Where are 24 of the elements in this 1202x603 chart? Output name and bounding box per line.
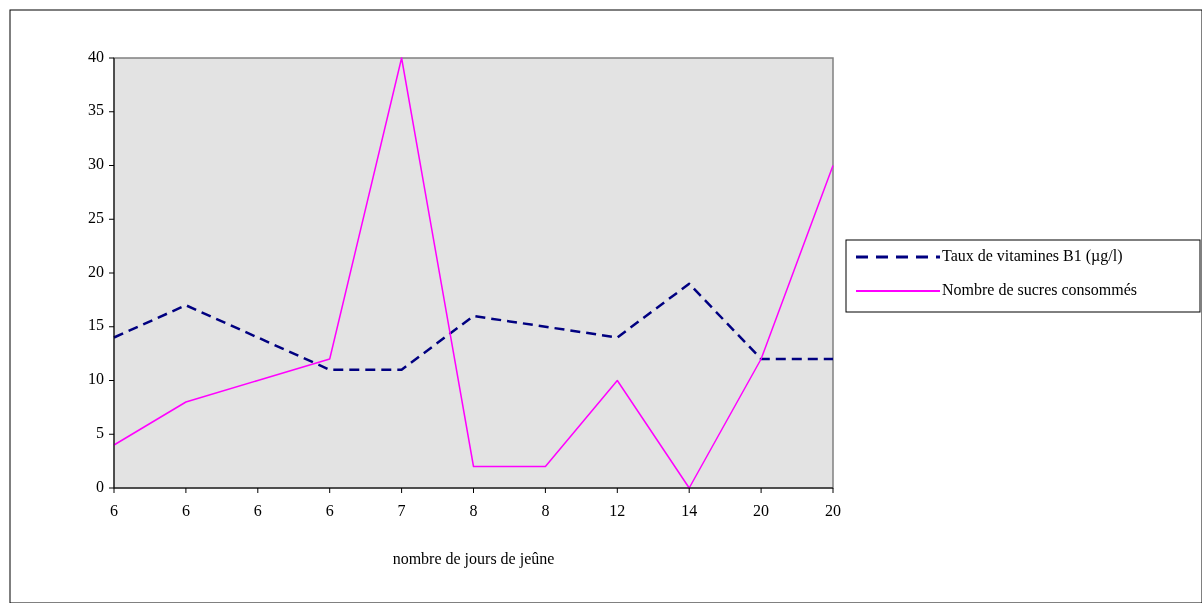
legend-label: Nombre de sucres consommés: [942, 280, 1138, 298]
x-tick-label: 12: [609, 502, 626, 519]
x-tick-label: 6: [253, 502, 262, 519]
x-axis-title: nombre de jours de jeûne: [392, 550, 555, 568]
y-tick-label: 40: [88, 47, 104, 65]
y-tick-label: 10: [88, 370, 104, 388]
x-tick-label: 14: [681, 502, 698, 519]
line-series: [112, 282, 835, 371]
y-tick-label: 35: [88, 101, 104, 119]
x-tick-label: 8: [469, 502, 478, 519]
legend-label: Taux de vitamines B1 (µg/l): [942, 246, 1123, 265]
y-tick-label: 20: [88, 262, 104, 280]
y-tick-label: 5: [96, 423, 104, 441]
y-tick-label: 30: [88, 155, 104, 173]
x-tick-label: 6: [110, 502, 118, 519]
y-tick-label: 25: [88, 208, 104, 226]
x-tick-label: 7: [397, 502, 406, 519]
x-tick-label: 6: [181, 502, 190, 519]
x-tick-label: 6: [325, 502, 334, 519]
y-tick-label: 0: [96, 477, 104, 495]
x-tick-label: 8: [541, 502, 550, 519]
y-tick-label: 15: [88, 316, 104, 334]
x-tick-label: 20: [825, 502, 841, 519]
x-tick-label: 20: [753, 502, 770, 519]
